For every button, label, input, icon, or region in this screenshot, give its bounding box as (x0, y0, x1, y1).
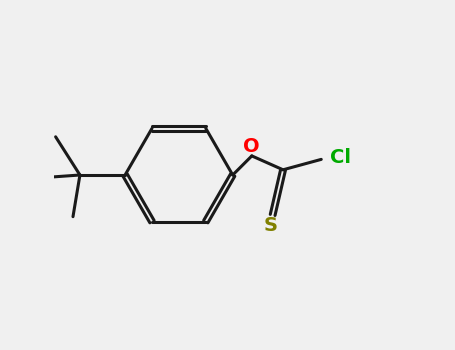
Text: S: S (264, 216, 278, 235)
Text: O: O (243, 137, 260, 156)
Text: Cl: Cl (330, 148, 351, 167)
